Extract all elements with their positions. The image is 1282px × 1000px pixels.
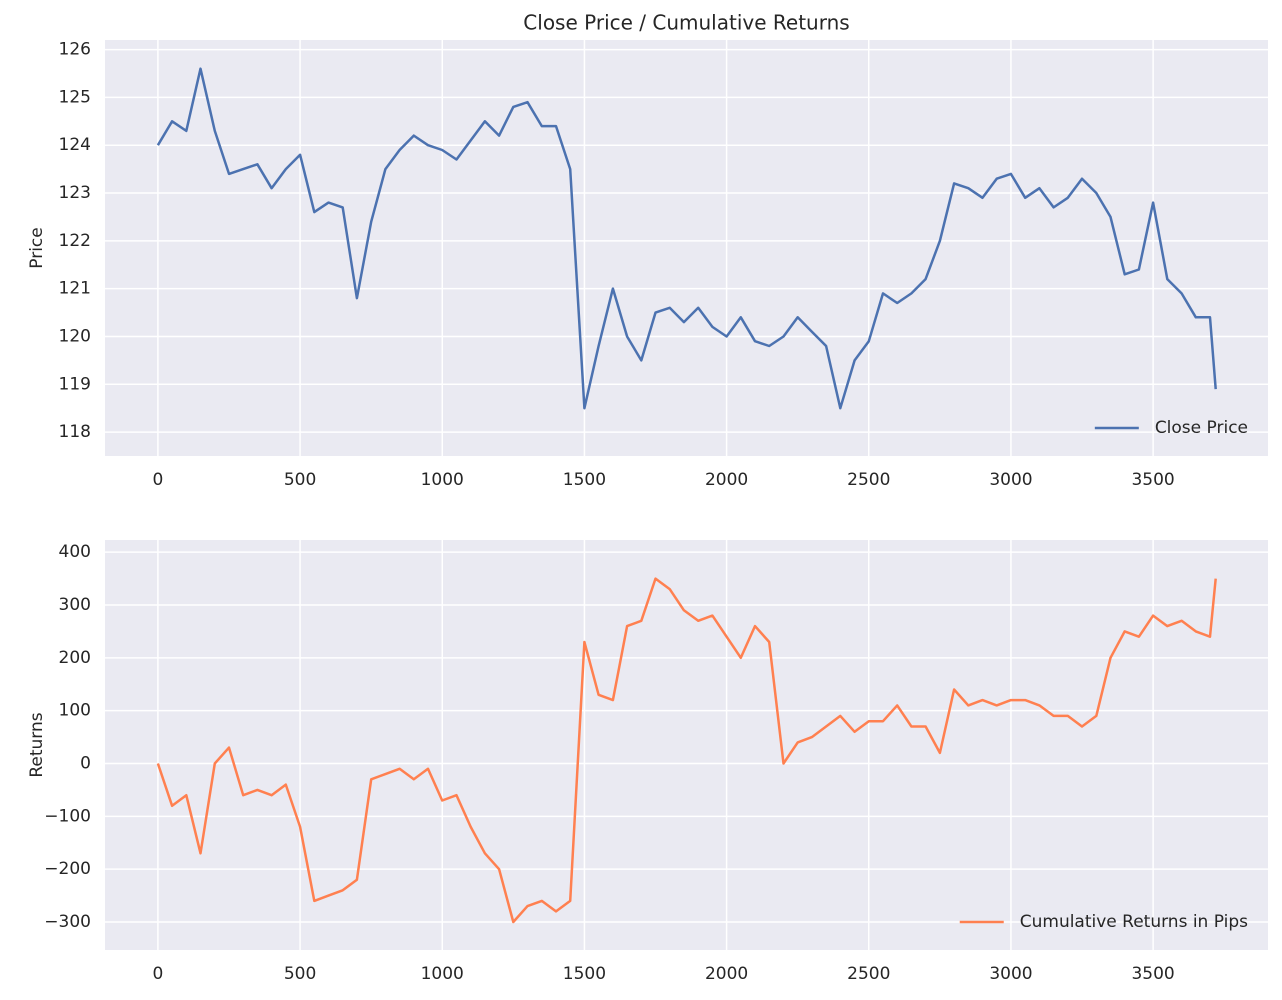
- y-tick-label: 126: [59, 40, 91, 60]
- legend-label: Cumulative Returns in Pips: [1020, 912, 1248, 932]
- y-tick-label: 300: [59, 595, 91, 615]
- y-tick-label: 119: [59, 374, 91, 394]
- x-tick-label: 500: [284, 964, 316, 984]
- y-tick-label: 118: [59, 422, 91, 442]
- x-tick-label: 1500: [563, 964, 606, 984]
- y-tick-label: 121: [59, 279, 91, 299]
- y-tick-label: 400: [59, 542, 91, 562]
- plot-area: [105, 40, 1268, 456]
- y-tick-label: 120: [59, 326, 91, 346]
- x-tick-label: 3000: [989, 964, 1032, 984]
- y-tick-label: 0: [80, 753, 91, 773]
- y-tick-label: −200: [44, 859, 91, 879]
- x-tick-label: 2500: [847, 470, 890, 490]
- chart-title: Close Price / Cumulative Returns: [523, 11, 849, 35]
- x-tick-label: 2000: [705, 964, 748, 984]
- x-tick-label: 1500: [563, 470, 606, 490]
- y-tick-label: −100: [44, 806, 91, 826]
- line-series: [156, 577, 1217, 924]
- x-tick-label: 2500: [847, 964, 890, 984]
- x-tick-label: 1000: [421, 964, 464, 984]
- x-tick-label: 3500: [1131, 964, 1174, 984]
- x-tick-label: 1000: [421, 470, 464, 490]
- plot-area: [105, 540, 1268, 950]
- y-axis-label: Returns: [27, 712, 47, 777]
- x-tick-label: 2000: [705, 470, 748, 490]
- y-tick-label: 123: [59, 183, 91, 203]
- x-tick-label: 3500: [1131, 470, 1174, 490]
- y-tick-label: 124: [59, 135, 91, 155]
- line-series: [156, 67, 1217, 410]
- x-tick-label: 3000: [989, 470, 1032, 490]
- y-tick-label: −300: [44, 912, 91, 932]
- x-tick-label: 0: [152, 964, 163, 984]
- y-tick-label: 200: [59, 648, 91, 668]
- y-tick-label: 122: [59, 231, 91, 251]
- legend-label: Close Price: [1155, 418, 1248, 438]
- x-tick-label: 0: [152, 470, 163, 490]
- y-tick-label: 100: [59, 701, 91, 721]
- x-tick-label: 500: [284, 470, 316, 490]
- y-tick-label: 125: [59, 87, 91, 107]
- y-axis-label: Price: [27, 227, 47, 268]
